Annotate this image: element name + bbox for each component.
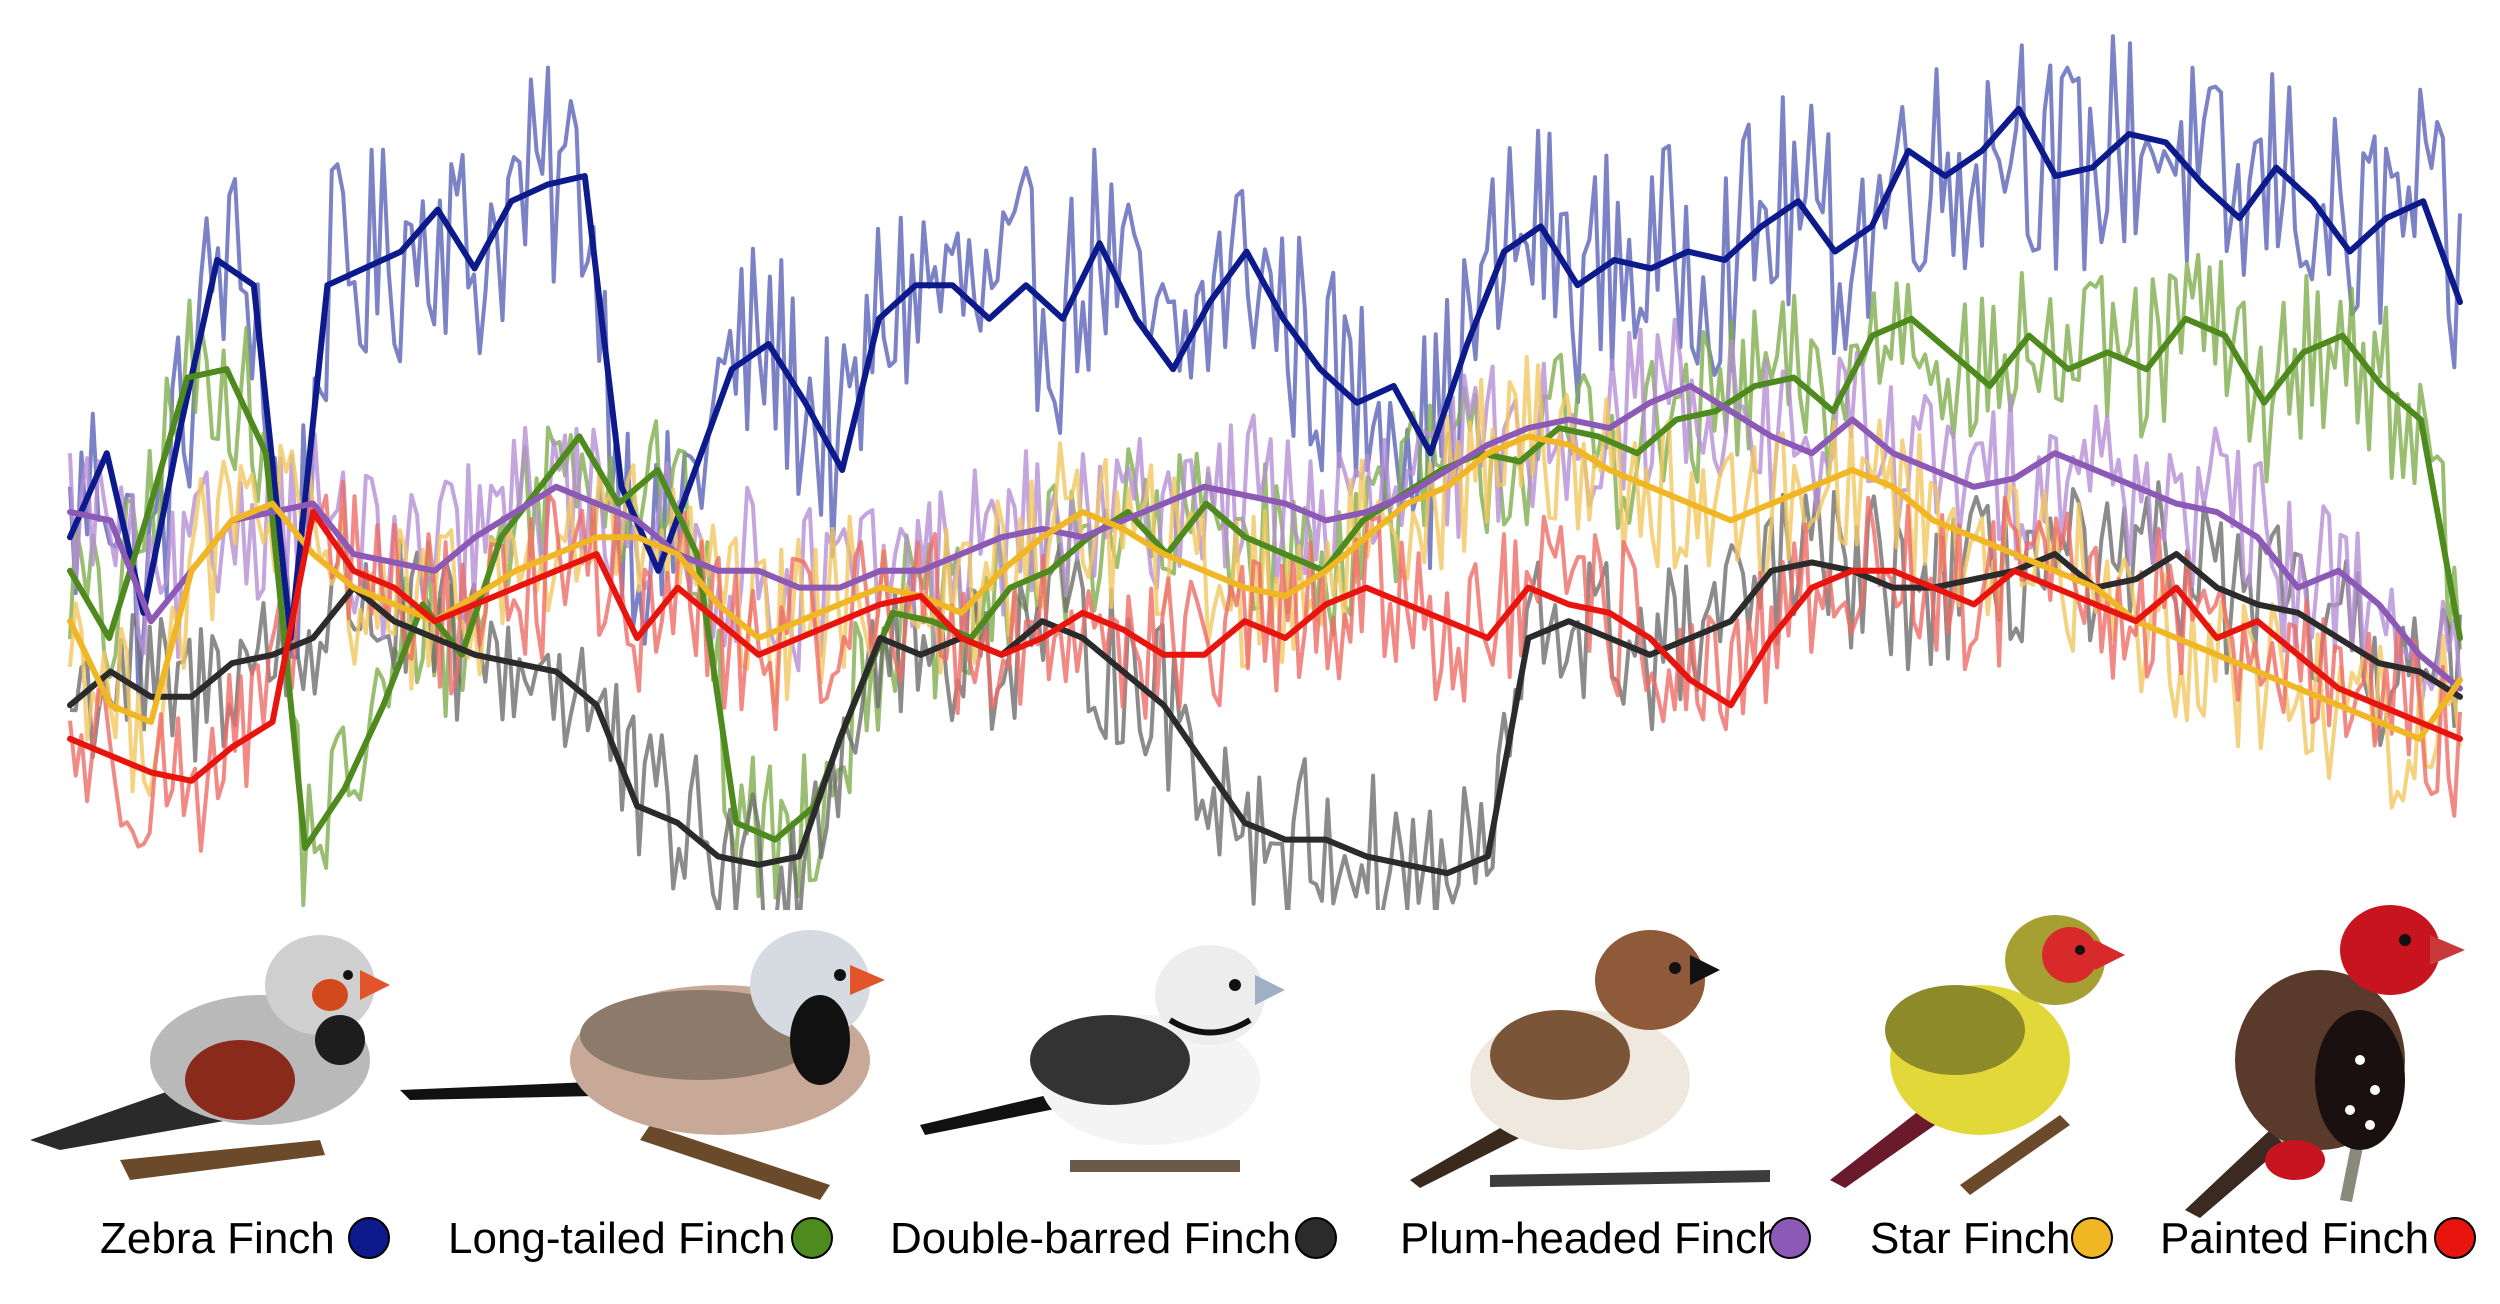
painted-finch-bird-icon <box>2185 905 2465 1218</box>
legend-swatch <box>1295 1217 1337 1259</box>
legend-swatch <box>1769 1217 1811 1259</box>
legend-item-long-tailed-finch: Long-tailed Finch <box>448 1214 833 1263</box>
double-barred-finch-bird-icon <box>920 945 1285 1172</box>
zebra-finch-bird-icon <box>30 935 390 1180</box>
chart-legend: Zebra Finch Long-tailed Finch Double-bar… <box>100 1214 2476 1263</box>
raw-signal-layer <box>68 34 2462 910</box>
series-line-painted-finch <box>67 509 2463 784</box>
plum-headed-finch-bird-icon <box>1410 930 1770 1188</box>
legend-item-zebra-finch: Zebra Finch <box>100 1214 390 1263</box>
legend-item-double-barred-finch: Double-barred Finch <box>890 1214 1337 1263</box>
series-line-double-barred-finch <box>67 551 2463 877</box>
bird-illustrations <box>30 905 2465 1218</box>
legend-label: Double-barred Finch <box>890 1214 1291 1263</box>
series-line-star-finch <box>67 433 2463 742</box>
legend-label: Zebra Finch <box>100 1214 335 1263</box>
legend-label: Painted Finch <box>2160 1214 2429 1263</box>
legend-item-star-finch: Star Finch <box>1870 1214 2113 1263</box>
raw-series-line-zebra-finch <box>68 34 2462 696</box>
smoothed-signal-layer <box>67 105 2463 877</box>
legend-swatch <box>2434 1217 2476 1259</box>
legend-swatch <box>348 1217 390 1259</box>
legend-swatch <box>2071 1217 2113 1259</box>
legend-label: Long-tailed Finch <box>448 1214 786 1263</box>
legend-item-painted-finch: Painted Finch <box>2160 1214 2476 1263</box>
long-tailed-finch-bird-icon <box>400 930 885 1200</box>
legend-item-plum-headed-finch: Plum-headed Finch <box>1400 1214 1811 1263</box>
legend-swatch <box>791 1217 833 1259</box>
series-line-plum-headed-finch <box>67 383 2463 692</box>
star-finch-bird-icon <box>1830 915 2125 1195</box>
series-line-long-tailed-finch <box>67 315 2463 851</box>
legend-label: Plum-headed Finch <box>1400 1214 1782 1263</box>
series-line-zebra-finch <box>67 105 2463 641</box>
legend-label: Star Finch <box>1870 1214 2071 1263</box>
